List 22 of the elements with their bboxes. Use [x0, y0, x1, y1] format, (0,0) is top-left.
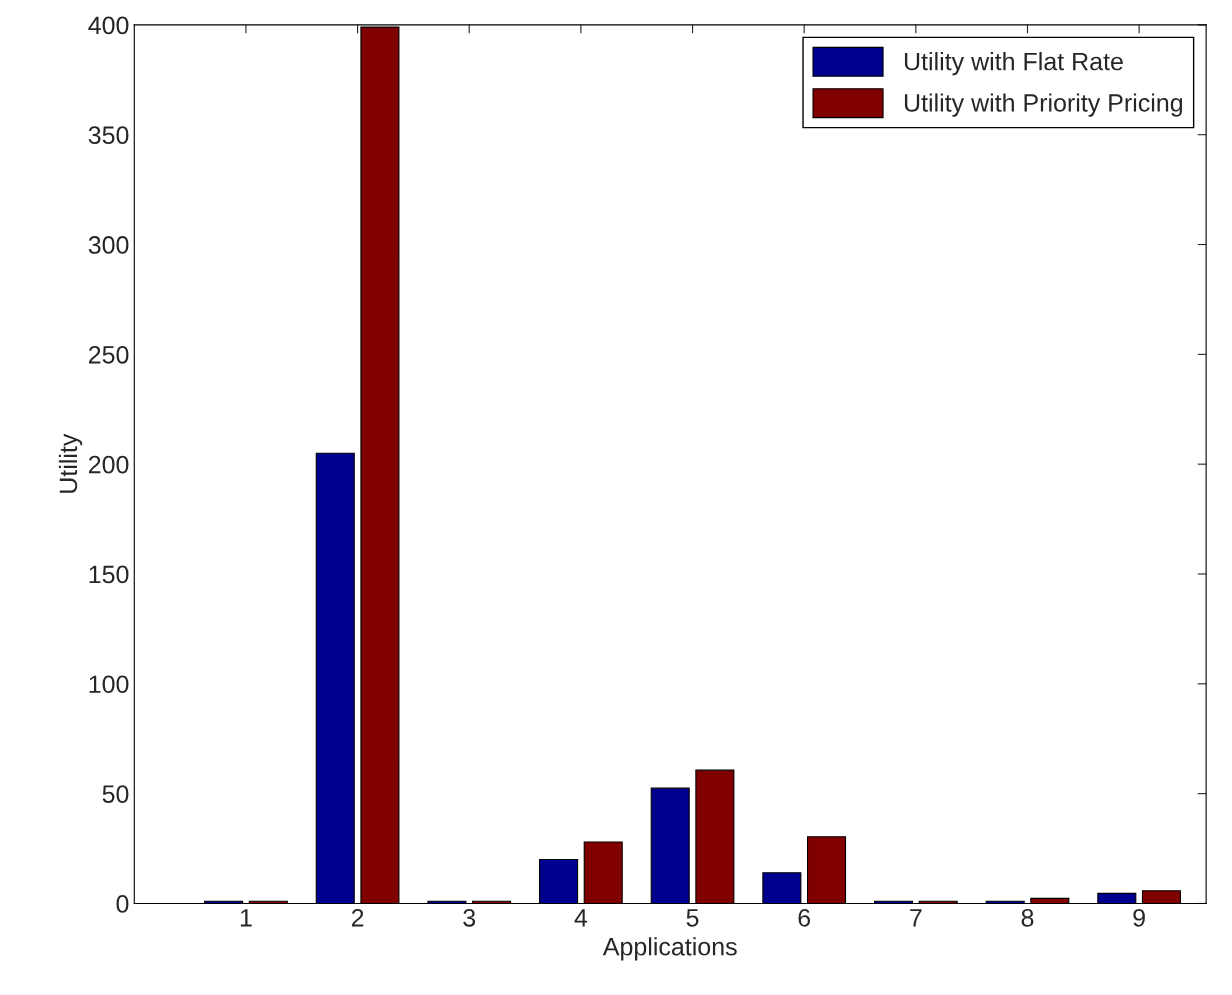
x-tick-label: 8: [1021, 908, 1034, 927]
y-tick-label: 350: [88, 126, 129, 144]
y-tick-label: 250: [88, 345, 129, 364]
x-tick-label: 4: [574, 909, 588, 927]
y-tick-label: 50: [102, 785, 129, 803]
legend-label: Utility with Flat Rate: [904, 52, 1123, 76]
x-tick-label: 5: [686, 909, 699, 927]
legend-label: Utility with Priority Pricing: [904, 93, 1183, 117]
y-tick-label: 0: [116, 895, 129, 913]
x-tick-label: 3: [463, 908, 476, 927]
y-axis-title: Utility: [58, 433, 83, 493]
y-tick-label: 200: [88, 455, 129, 474]
x-axis-title: Applications: [602, 937, 737, 961]
x-tick-label: 6: [798, 908, 811, 927]
y-tick-label: 300: [88, 236, 129, 254]
y-tick-label: 150: [89, 565, 129, 584]
y-tick-label: 100: [89, 675, 129, 694]
x-tick-label: 1: [240, 909, 252, 927]
y-tick-label: 400: [88, 16, 129, 35]
x-tick-label: 2: [351, 908, 364, 927]
x-tick-label: 9: [1133, 908, 1145, 927]
x-tick-label: 7: [910, 909, 922, 927]
